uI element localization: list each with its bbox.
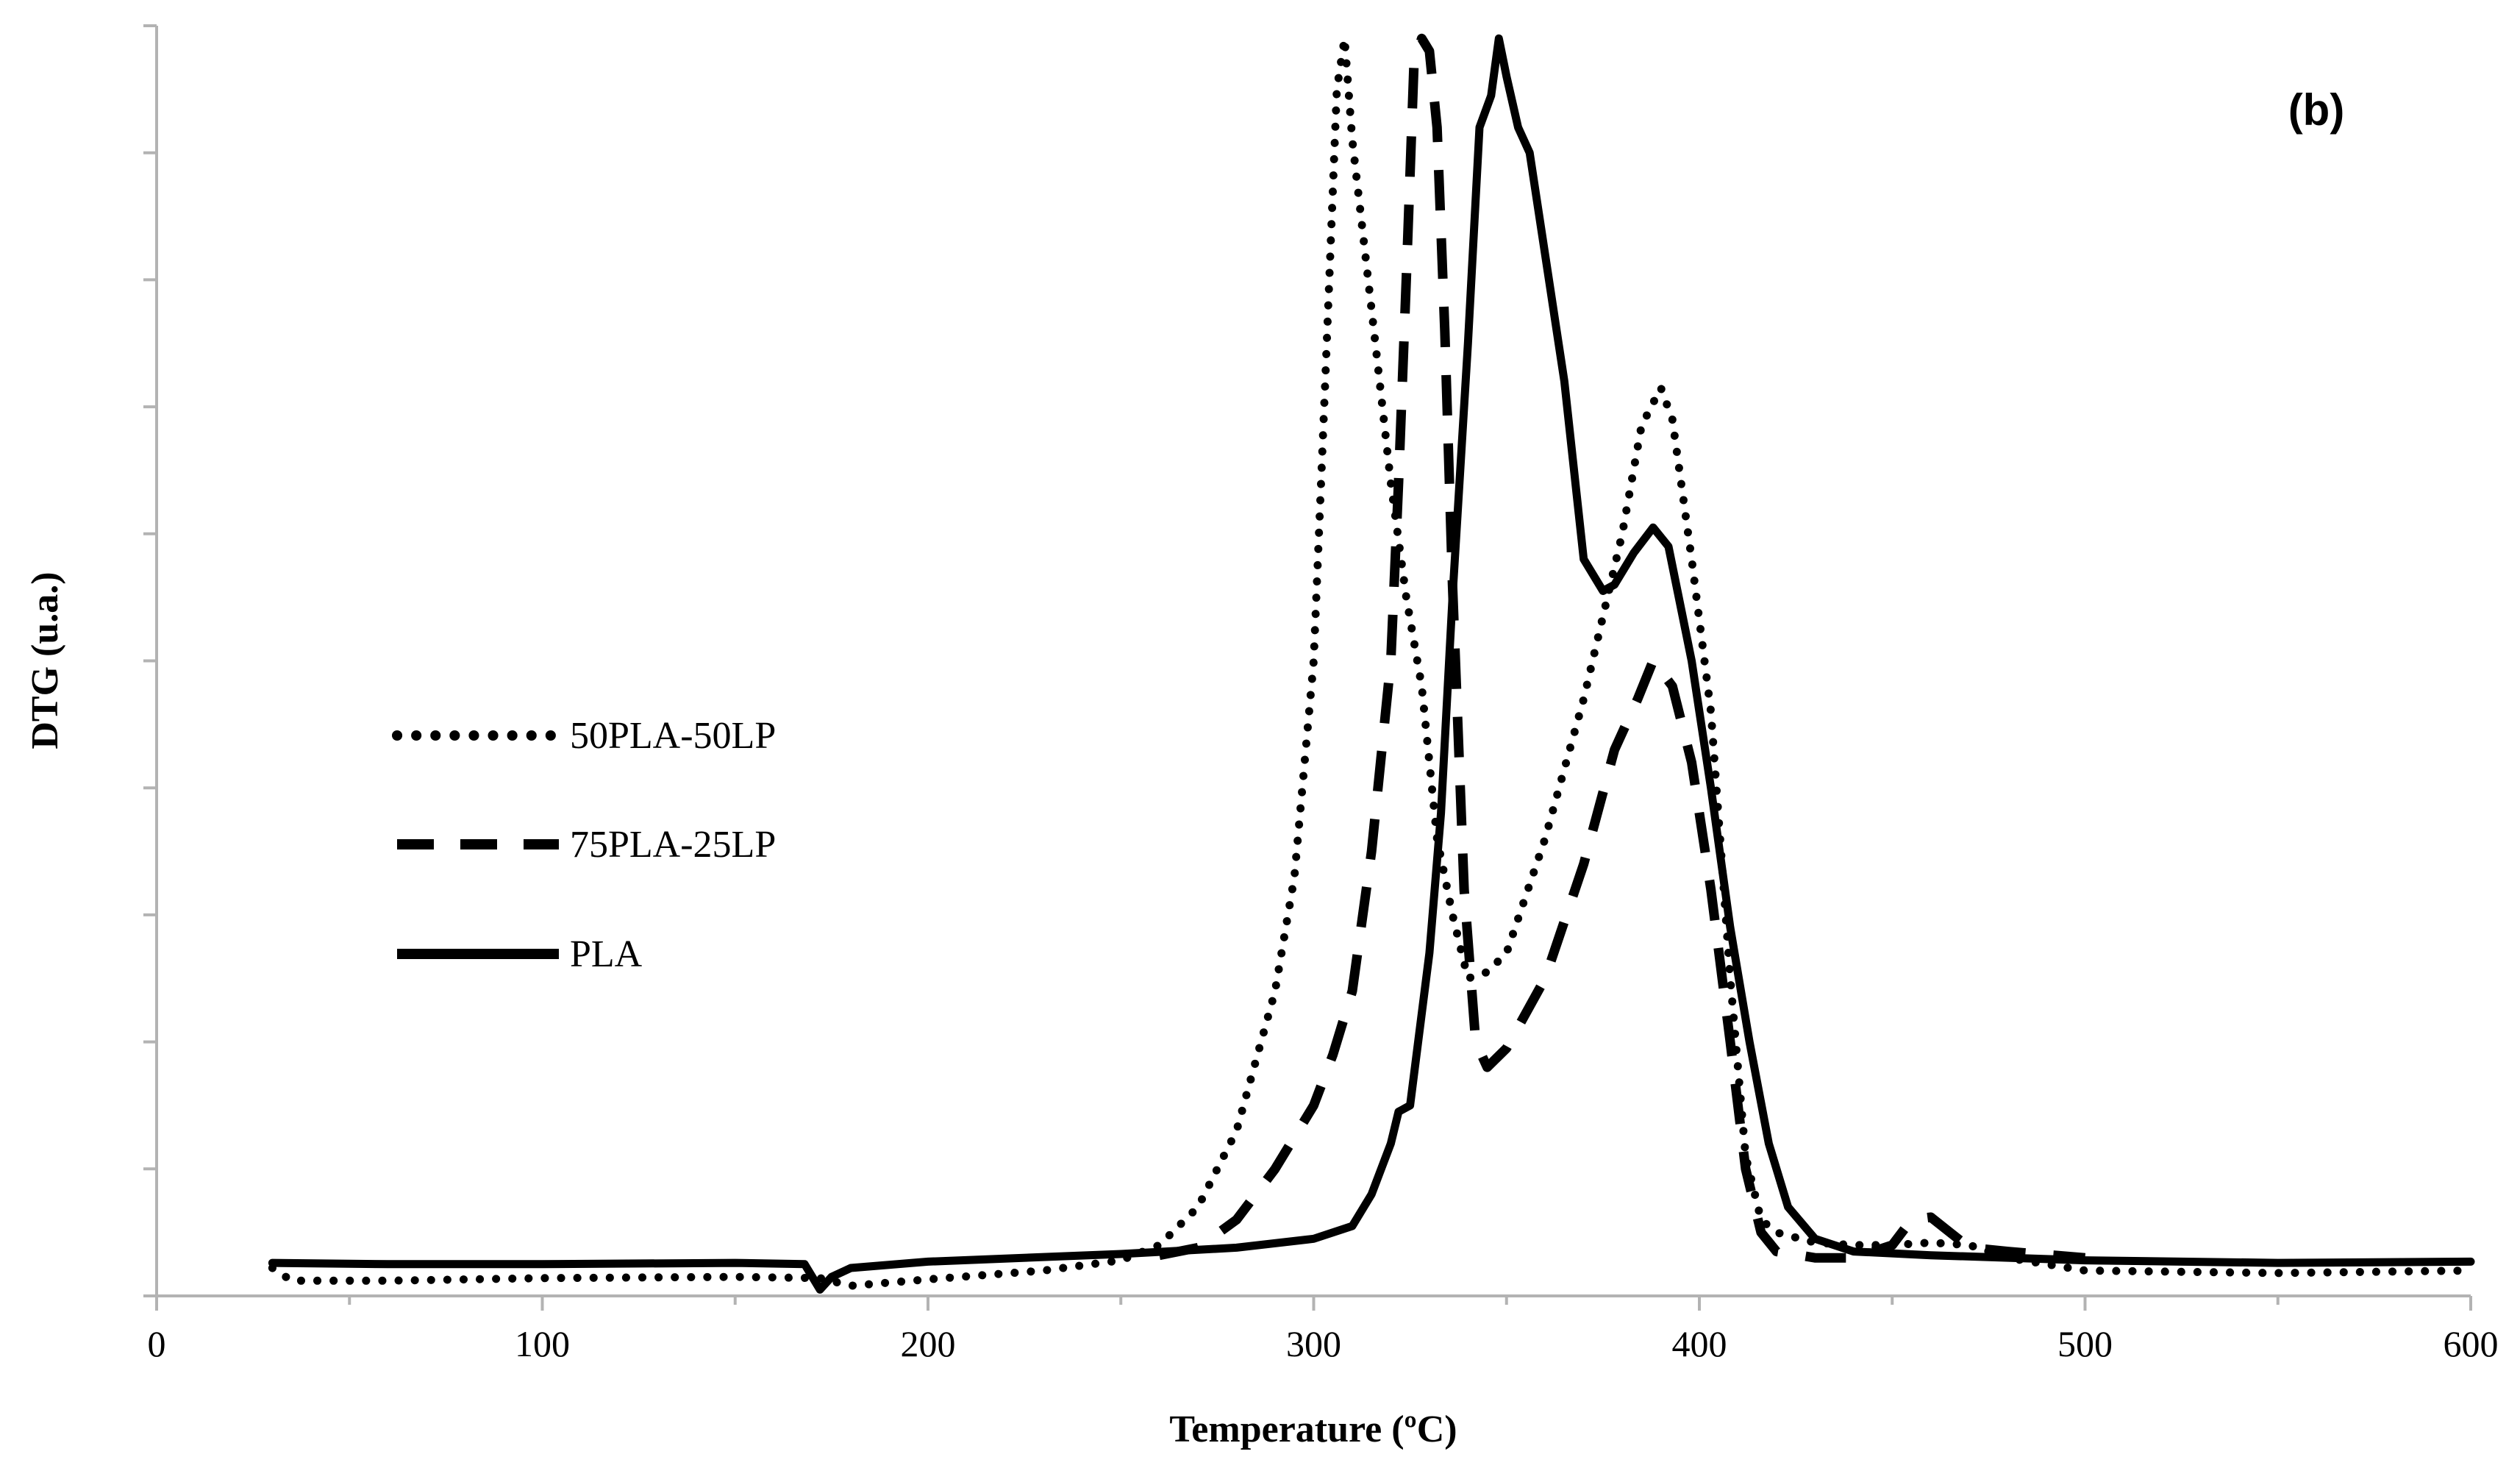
x-tick-label: 300 — [1286, 1323, 1341, 1364]
legend-item-75pla-25lp: 75PLA-25LP — [397, 824, 776, 866]
x-tick-label: 600 — [2444, 1323, 2499, 1364]
x-axis-tick-labels: 0 100 200 300 400 500 600 — [148, 1323, 2499, 1364]
series-line-75pla-25lp — [1158, 33, 2086, 1263]
x-axis-ticks — [155, 1296, 2472, 1311]
legend-label-pla: PLA — [570, 933, 643, 975]
x-tick-label: 200 — [901, 1323, 956, 1364]
x-tick-label: 100 — [515, 1323, 570, 1364]
legend: 50PLA-50LP 75PLA-25LP PLA — [392, 715, 776, 975]
series-line-50pla-50lp — [268, 34, 2475, 1290]
series-line-pla — [268, 34, 2475, 1294]
y-axis — [143, 24, 158, 1297]
x-axis: 0 100 200 300 400 500 600 — [148, 1294, 2499, 1364]
x-tick-label: 500 — [2057, 1323, 2113, 1364]
panel-label: (b) — [2288, 85, 2345, 135]
legend-label-50pla-50lp: 50PLA-50LP — [570, 715, 776, 757]
x-axis-title: Temperature (ºC) — [1169, 1408, 1457, 1450]
plot-area — [268, 33, 2475, 1294]
legend-item-50pla-50lp: 50PLA-50LP — [392, 715, 776, 757]
y-axis-title: DTG (u.a.) — [24, 571, 66, 749]
legend-label-75pla-25lp: 75PLA-25LP — [570, 824, 776, 866]
y-axis-ticks — [143, 24, 157, 1297]
x-tick-label: 0 — [148, 1323, 166, 1364]
x-tick-label: 400 — [1672, 1323, 1727, 1364]
legend-item-pla: PLA — [397, 933, 643, 975]
